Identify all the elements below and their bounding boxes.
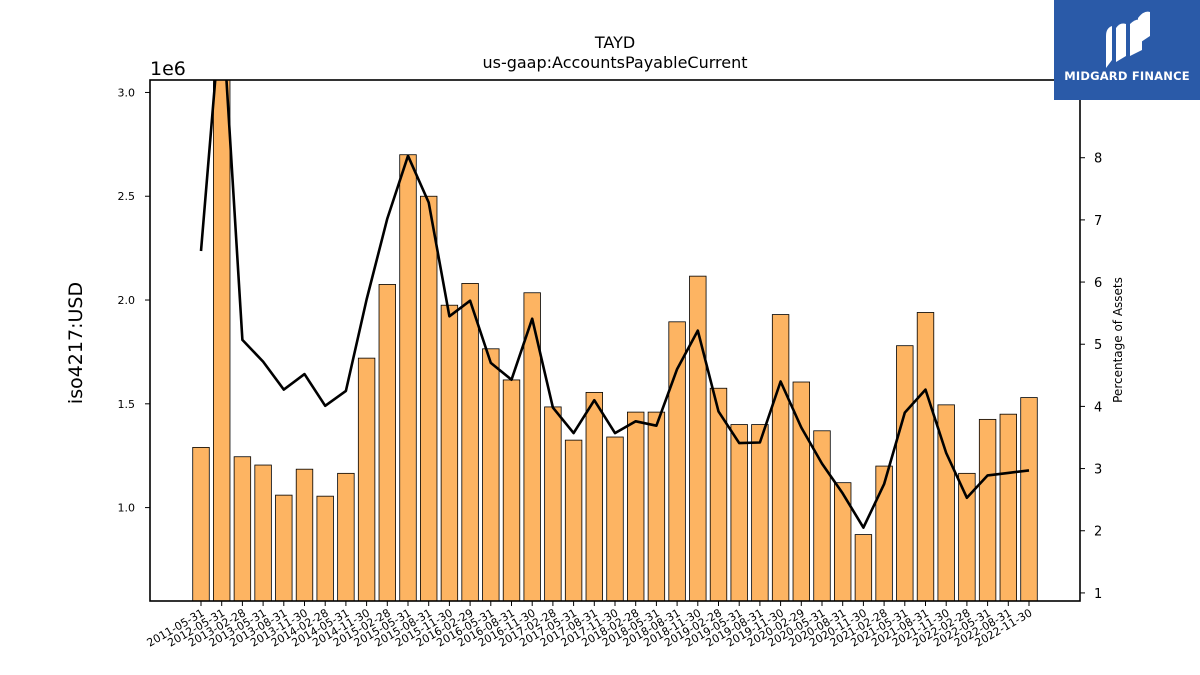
bar-2018-02-28 bbox=[627, 411, 645, 601]
bar-2022-05-31 bbox=[978, 418, 997, 601]
y2-tick-label: 6 bbox=[1094, 276, 1102, 291]
bar-2020-05-31 bbox=[813, 430, 831, 601]
bar-2011-05-31 bbox=[192, 446, 210, 601]
y2-tick-label: 1 bbox=[1094, 587, 1102, 602]
bar-2018-11-30 bbox=[689, 275, 707, 601]
logo-text: MIDGARD FINANCE bbox=[1064, 69, 1190, 83]
bar-2013-02-28 bbox=[233, 456, 252, 601]
bar-2018-08-31 bbox=[668, 321, 686, 601]
logo-mark-icon bbox=[1106, 11, 1150, 68]
y2-tick-label: 2 bbox=[1094, 525, 1102, 540]
chart-subtitle: us-gaap:AccountsPayableCurrent bbox=[482, 53, 747, 72]
y-tick-label: 1.5 bbox=[118, 398, 136, 411]
bar-2012-05-31 bbox=[213, 80, 231, 601]
y2-tick-label: 8 bbox=[1094, 152, 1102, 167]
y2-axis-label: Percentage of Assets bbox=[1111, 277, 1125, 403]
bar-2022-08-31 bbox=[999, 413, 1017, 601]
y-multiplier: 1e6 bbox=[150, 58, 186, 80]
bar-2017-05-31 bbox=[564, 439, 583, 601]
y-tick-label: 2.0 bbox=[118, 294, 136, 307]
bar-2017-08-31 bbox=[585, 391, 603, 601]
bar-2021-02-28 bbox=[875, 465, 893, 601]
chart-title: TAYD bbox=[594, 33, 635, 52]
y2-tick-label: 3 bbox=[1094, 463, 1102, 478]
bar-2015-08-31 bbox=[420, 195, 438, 601]
bar-2022-11-30 bbox=[1020, 397, 1038, 601]
bar-2019-11-30 bbox=[771, 314, 790, 601]
bars bbox=[192, 80, 1038, 601]
bar-2014-11-30 bbox=[357, 357, 376, 601]
brand-logo: MIDGARD FINANCE bbox=[1054, 0, 1200, 100]
y-axis-label: iso4217:USD bbox=[65, 282, 87, 404]
bar-2021-05-31 bbox=[896, 345, 914, 601]
bar-2016-11-30 bbox=[523, 292, 541, 601]
bar-2017-02-28 bbox=[544, 406, 562, 601]
bar-2016-05-31 bbox=[482, 348, 500, 601]
x-ticks: 2011-05-312012-05-312013-02-282013-05-31… bbox=[145, 601, 1035, 650]
bar-2017-11-30 bbox=[606, 436, 624, 601]
bar-2016-08-31 bbox=[502, 379, 521, 601]
bar-2014-02-28 bbox=[316, 495, 334, 601]
bar-2014-05-31 bbox=[337, 472, 355, 601]
percentage-line-group bbox=[199, 80, 1030, 529]
bar-2021-11-30 bbox=[937, 404, 955, 601]
y2-ticks: 1 2 3 4 5 6 7 8 bbox=[1080, 152, 1102, 602]
bar-2016-02-29 bbox=[461, 283, 479, 601]
y-tick-label: 3.0 bbox=[118, 86, 136, 99]
y-ticks: 1.0 1.5 2.0 2.5 3.0 bbox=[118, 86, 150, 515]
bar-2018-05-31 bbox=[647, 411, 666, 601]
bar-2020-11-30 bbox=[854, 534, 873, 601]
bar-2022-02-28 bbox=[958, 472, 976, 601]
bar-2015-02-28 bbox=[378, 284, 396, 601]
bar-2020-08-31 bbox=[834, 482, 852, 601]
y2-tick-label: 5 bbox=[1094, 338, 1102, 353]
y-tick-label: 2.5 bbox=[118, 190, 136, 203]
bar-2013-11-30 bbox=[295, 468, 314, 601]
bar-2015-11-30 bbox=[440, 304, 459, 601]
bar-2019-05-31 bbox=[730, 424, 748, 601]
y2-tick-label: 7 bbox=[1094, 214, 1102, 229]
bar-2013-05-31 bbox=[254, 464, 272, 601]
bar-2021-08-31 bbox=[916, 312, 935, 601]
bar-2013-08-31 bbox=[275, 494, 293, 601]
y2-tick-label: 4 bbox=[1094, 400, 1102, 415]
bar-2015-05-31 bbox=[399, 154, 417, 601]
y-tick-label: 1.0 bbox=[118, 502, 136, 515]
bar-2019-08-31 bbox=[751, 424, 769, 601]
